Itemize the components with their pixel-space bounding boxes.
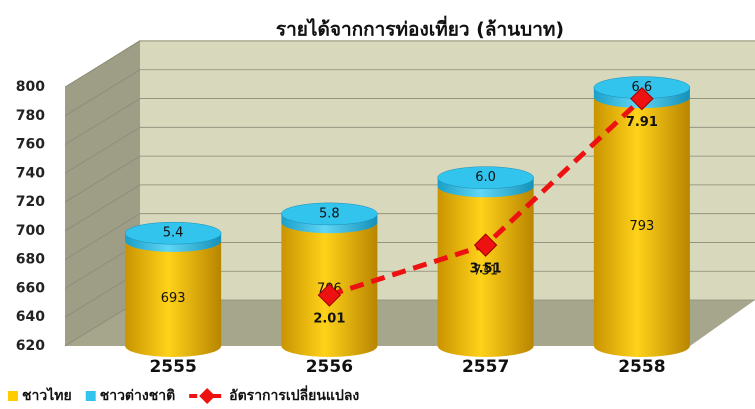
grid-line-side xyxy=(64,69,141,117)
floor xyxy=(65,300,755,346)
y-tick-label: 720 xyxy=(16,194,45,210)
y-tick-label: 760 xyxy=(16,137,45,153)
x-tick-label: 2556 xyxy=(306,357,353,377)
cylinder-segment xyxy=(437,166,534,198)
plot: 620 640 660 680 700 720 740 760 780 800 2555 693 5.4… xyxy=(16,40,755,377)
cylinder-segment xyxy=(281,202,378,234)
cylinder-segment xyxy=(125,240,222,357)
x-tick-label: 2557 xyxy=(462,357,509,377)
data-label: 693 xyxy=(161,291,186,306)
y-tick-label: 740 xyxy=(16,165,45,181)
grid-line-side xyxy=(64,213,141,261)
y-tick-label: 800 xyxy=(16,79,45,95)
line-label: 3.51 xyxy=(470,262,502,277)
line-label: 7.91 xyxy=(626,115,658,130)
legend-label: ชาวต่างชาติ xyxy=(100,388,175,404)
cylinder-top xyxy=(437,166,534,189)
data-label: 731 xyxy=(473,264,498,279)
line-marker xyxy=(317,283,342,307)
back-wall xyxy=(65,40,755,346)
legend-label: อัตราการเปลี่ยนแปลง xyxy=(229,385,359,404)
data-label: 5.4 xyxy=(163,226,184,241)
side-wall xyxy=(65,40,140,346)
cylinder-body xyxy=(437,186,534,357)
cylinder-body xyxy=(593,97,690,358)
line-marker xyxy=(473,233,498,257)
data-label: 793 xyxy=(629,219,654,234)
line-label: 2.01 xyxy=(313,312,345,327)
y-tick-label: 680 xyxy=(16,252,45,268)
chart-title: รายได้จากการท่องเที่ยว (ล้านบาท) xyxy=(276,16,564,41)
cylinder-segment xyxy=(593,97,690,358)
data-label: 5.8 xyxy=(319,206,340,221)
cylinder-segment xyxy=(437,186,534,357)
legend-swatch xyxy=(85,391,96,401)
legend: ชาวไทย ชาวต่างชาติ อัตราการเปลี่ยนแปลง xyxy=(8,385,359,404)
y-tick-label: 700 xyxy=(16,223,45,239)
grid-line-side xyxy=(64,184,141,232)
x-tick-label: 2558 xyxy=(618,357,665,377)
line-marker xyxy=(630,86,654,111)
legend-label: ชาวไทย xyxy=(22,386,72,404)
grid-line-side xyxy=(64,126,141,174)
y-tick-label: 780 xyxy=(16,108,45,124)
y-tick-label: 620 xyxy=(16,338,45,354)
y-tick-label: 660 xyxy=(16,280,45,296)
y-tick-label: 640 xyxy=(16,309,45,325)
legend-marker xyxy=(199,388,216,404)
x-tick-label: 2555 xyxy=(149,357,196,377)
cylinder-body xyxy=(125,240,222,357)
grid-line-side xyxy=(64,40,141,88)
cylinder-segment xyxy=(124,221,222,252)
cylinder-top xyxy=(281,202,378,226)
grid-line-side xyxy=(64,98,141,145)
legend-swatch xyxy=(8,391,18,401)
grid-line-side xyxy=(64,155,141,203)
data-label: 6.0 xyxy=(475,170,496,185)
cylinder-top xyxy=(124,221,222,245)
